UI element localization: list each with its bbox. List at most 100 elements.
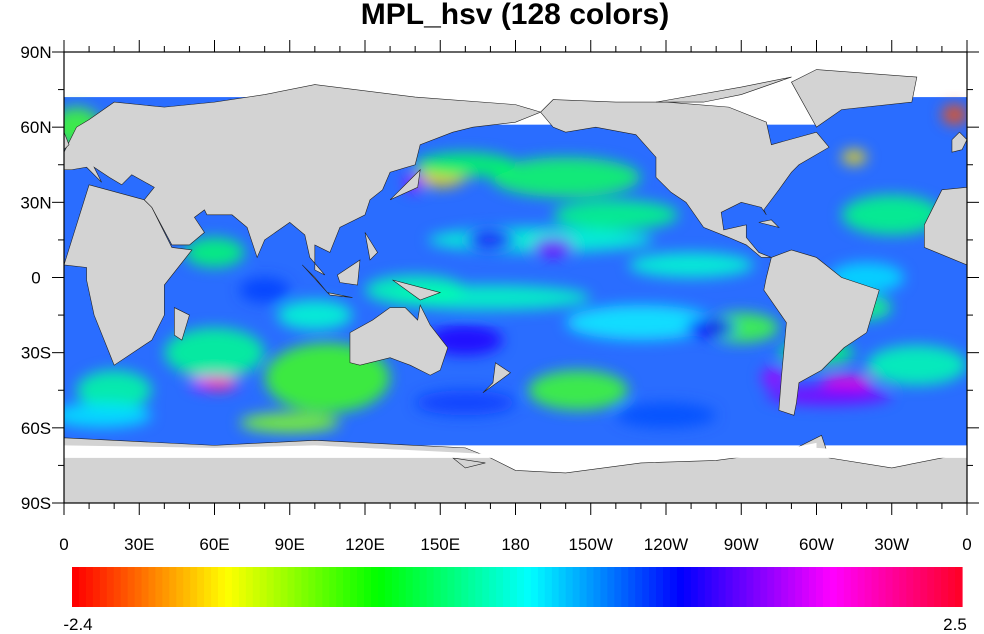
colorbar-swatch <box>704 567 713 607</box>
colorbar-swatch <box>364 567 372 607</box>
colorbar-swatch <box>621 567 629 607</box>
anomaly-region <box>76 370 152 411</box>
colorbar-swatch <box>941 567 949 607</box>
anomaly-region <box>239 277 290 303</box>
colorbar-swatch <box>558 567 567 607</box>
colorbar-swatch <box>878 567 887 607</box>
lat-tick-label: 0 <box>31 269 40 288</box>
anomaly-region <box>528 370 629 411</box>
anomaly-region <box>490 157 641 198</box>
colorbar-swatch <box>357 567 365 607</box>
colorbar-swatch <box>656 567 664 607</box>
colorbar-swatch <box>857 567 866 607</box>
land-polygon <box>482 362 512 393</box>
colorbar-swatch <box>245 567 254 607</box>
colorbar-swatch <box>211 567 219 607</box>
colorbar-max-label: 2.5 <box>943 615 967 634</box>
colorbar-swatch <box>197 567 205 607</box>
land-polygon <box>389 168 421 201</box>
anomaly-region <box>628 252 754 278</box>
colorbar-swatch <box>788 567 796 607</box>
colorbar-swatch <box>683 567 692 607</box>
lat-tick-label: 30S <box>21 344 51 363</box>
anomaly-region <box>565 305 716 341</box>
colorbar-swatch <box>725 567 734 607</box>
land-polygon <box>951 131 967 153</box>
anomaly-region <box>184 237 245 268</box>
colorbar-swatch <box>454 567 462 607</box>
anomaly-region <box>616 402 716 428</box>
lon-tick-label: 90W <box>724 535 759 554</box>
colorbar-swatch <box>294 567 303 607</box>
colorbar-swatch <box>440 567 449 607</box>
lon-tick-label: 30E <box>124 535 154 554</box>
colorbar-swatch <box>370 567 379 607</box>
colorbar-swatch <box>92 567 101 607</box>
colorbar-swatch <box>809 567 817 607</box>
sea-ice-region <box>64 442 967 458</box>
lon-tick-label: 120W <box>644 535 688 554</box>
anomaly-region <box>841 194 942 235</box>
colorbar-swatch <box>746 567 755 607</box>
colorbar-swatch <box>461 567 469 607</box>
colorbar-swatch <box>829 567 838 607</box>
colorbar-swatch <box>635 567 643 607</box>
colorbar-swatch <box>412 567 421 607</box>
colorbar-swatch <box>676 567 685 607</box>
colorbar-swatch <box>948 567 956 607</box>
colorbar-swatch <box>795 567 803 607</box>
colorbar-swatch <box>885 567 894 607</box>
lon-tick-label: 120E <box>345 535 385 554</box>
colorbar-swatch <box>218 567 226 607</box>
land-polygon <box>174 307 190 341</box>
colorbar-swatch <box>148 567 157 607</box>
colorbar-swatch <box>600 567 608 607</box>
colorbar-swatch <box>343 567 351 607</box>
lat-tick-label: 90S <box>21 494 51 513</box>
colorbar-swatch <box>753 567 761 607</box>
colorbar-swatch <box>642 567 650 607</box>
colorbar-swatch <box>663 567 671 607</box>
colorbar-swatch <box>607 567 615 607</box>
colorbar-swatch <box>718 567 727 607</box>
land-polygon <box>364 232 378 261</box>
lon-tick-label: 180 <box>501 535 529 554</box>
colorbar-swatch <box>781 567 789 607</box>
lon-tick-label: 60W <box>799 535 834 554</box>
land-polygon <box>392 279 442 301</box>
colorbar-swatch <box>287 567 296 607</box>
colorbar-swatch <box>426 567 435 607</box>
colorbar-swatch <box>690 567 699 607</box>
anomaly-region <box>64 402 152 428</box>
lon-tick-label: 150W <box>569 535 613 554</box>
colorbar-swatch <box>739 567 748 607</box>
colorbar-swatch <box>204 567 212 607</box>
colorbar-swatch <box>315 567 323 607</box>
colorbar-swatch <box>523 567 532 607</box>
colorbar-swatch <box>78 567 87 607</box>
colorbar-swatch <box>871 567 880 607</box>
land-polygon <box>64 84 542 276</box>
colorbar-swatch <box>405 567 414 607</box>
land-polygon <box>540 99 830 258</box>
colorbar-swatch <box>850 567 859 607</box>
anomaly-region <box>164 327 265 378</box>
anomaly-region <box>761 367 787 388</box>
anomaly-region <box>841 149 867 165</box>
colorbar-swatch <box>266 567 275 607</box>
land-polygon <box>326 292 353 298</box>
colorbar-swatch <box>711 567 720 607</box>
anomaly-region <box>533 237 574 258</box>
colorbar-swatch <box>572 567 581 607</box>
land-layer <box>64 69 967 503</box>
lon-tick-label: 0 <box>59 535 68 554</box>
colorbar-swatch <box>565 567 574 607</box>
lon-tick-label: 0 <box>962 535 971 554</box>
land-polygon <box>655 76 792 103</box>
lat-axis-labels: 90N 60N 30N 0 30S 60S 90S <box>20 43 51 513</box>
colorbar-swatch <box>927 567 935 607</box>
anomaly-region <box>239 412 340 433</box>
land-polygon <box>758 219 780 228</box>
colorbar-swatch <box>892 567 901 607</box>
